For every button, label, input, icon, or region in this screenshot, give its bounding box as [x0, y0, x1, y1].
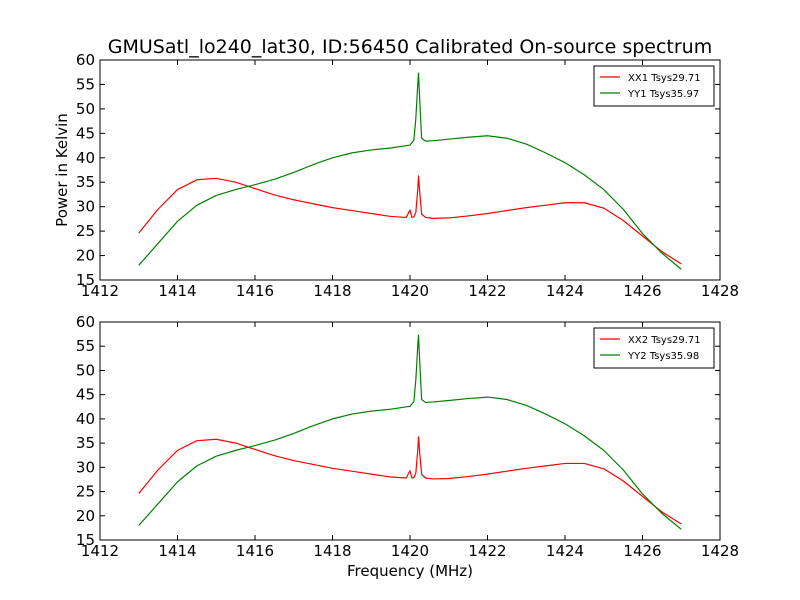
y-tick-label: 15: [76, 531, 95, 549]
y-tick-label: 60: [76, 313, 95, 331]
y-tick-label: 25: [76, 222, 95, 240]
y-tick-label: 55: [76, 75, 95, 93]
x-tick-label: 1428: [701, 282, 739, 300]
bottom-spectrum-panel: 1412 1414 1416 1418 1420 1422 1424 1426 1428 15 20…: [76, 313, 739, 580]
y-tick-label: 15: [76, 271, 95, 289]
x-tick-label: 1412: [81, 282, 119, 300]
series-line-yy: [138, 334, 682, 530]
y-tick-label: 35: [76, 173, 95, 191]
y-tick-label: 40: [76, 149, 95, 167]
legend-label: YY1 Tsys35.97: [627, 89, 699, 100]
x-tick-label: 1424: [546, 542, 584, 560]
x-tick-label: 1412: [81, 542, 119, 560]
x-tick-label: 1426: [623, 282, 661, 300]
legend-box: [593, 65, 715, 107]
x-tick-label: 1416: [236, 282, 274, 300]
y-tick-label: 20: [76, 507, 95, 525]
x-tick-label: 1414: [158, 542, 196, 560]
y-tick-label: 20: [76, 247, 95, 265]
x-tick-label: 1422: [468, 282, 506, 300]
y-tick-label: 55: [76, 337, 95, 355]
legend: XX2 Tsys29.71 YY2 Tsys35.98: [593, 327, 715, 369]
y-tick-label: 35: [76, 434, 95, 452]
y-tick-label: 30: [76, 458, 95, 476]
top-spectrum-panel: 1412 1414 1416 1418 1420 1422 1424 1426 1428 15 20…: [53, 51, 739, 300]
x-axis-label: Frequency (MHz): [347, 562, 473, 580]
y-tick-label: 40: [76, 410, 95, 428]
legend-label: XX1 Tsys29.71: [628, 73, 701, 84]
legend-box: [593, 327, 715, 369]
figure-title: GMUSatl_lo240_lat30, ID:56450 Calibrated…: [108, 36, 712, 58]
y-tick-label: 45: [76, 124, 95, 142]
x-tick-label: 1420: [391, 282, 429, 300]
y-tick-label: 50: [76, 100, 95, 118]
x-tick-label: 1420: [391, 542, 429, 560]
x-tick-label: 1428: [701, 542, 739, 560]
x-tick-label: 1416: [236, 542, 274, 560]
y-tick-label: 25: [76, 483, 95, 501]
x-tick-label: 1424: [546, 282, 584, 300]
legend: XX1 Tsys29.71 YY1 Tsys35.97: [593, 65, 715, 107]
legend-label: YY2 Tsys35.98: [627, 351, 699, 362]
y-tick-label: 30: [76, 198, 95, 216]
y-tick-label: 60: [76, 51, 95, 69]
y-axis-label: Power in Kelvin: [53, 113, 71, 227]
legend-label: XX2 Tsys29.71: [628, 335, 701, 346]
y-tick-label: 45: [76, 386, 95, 404]
y-tick-label: 50: [76, 361, 95, 379]
series-line-xx: [138, 436, 682, 525]
x-tick-label: 1422: [468, 542, 506, 560]
x-tick-label: 1426: [623, 542, 661, 560]
series-line-yy: [138, 72, 682, 270]
x-tick-label: 1414: [158, 282, 196, 300]
x-tick-label: 1418: [313, 542, 351, 560]
series-line-xx: [138, 175, 682, 265]
x-tick-label: 1418: [313, 282, 351, 300]
